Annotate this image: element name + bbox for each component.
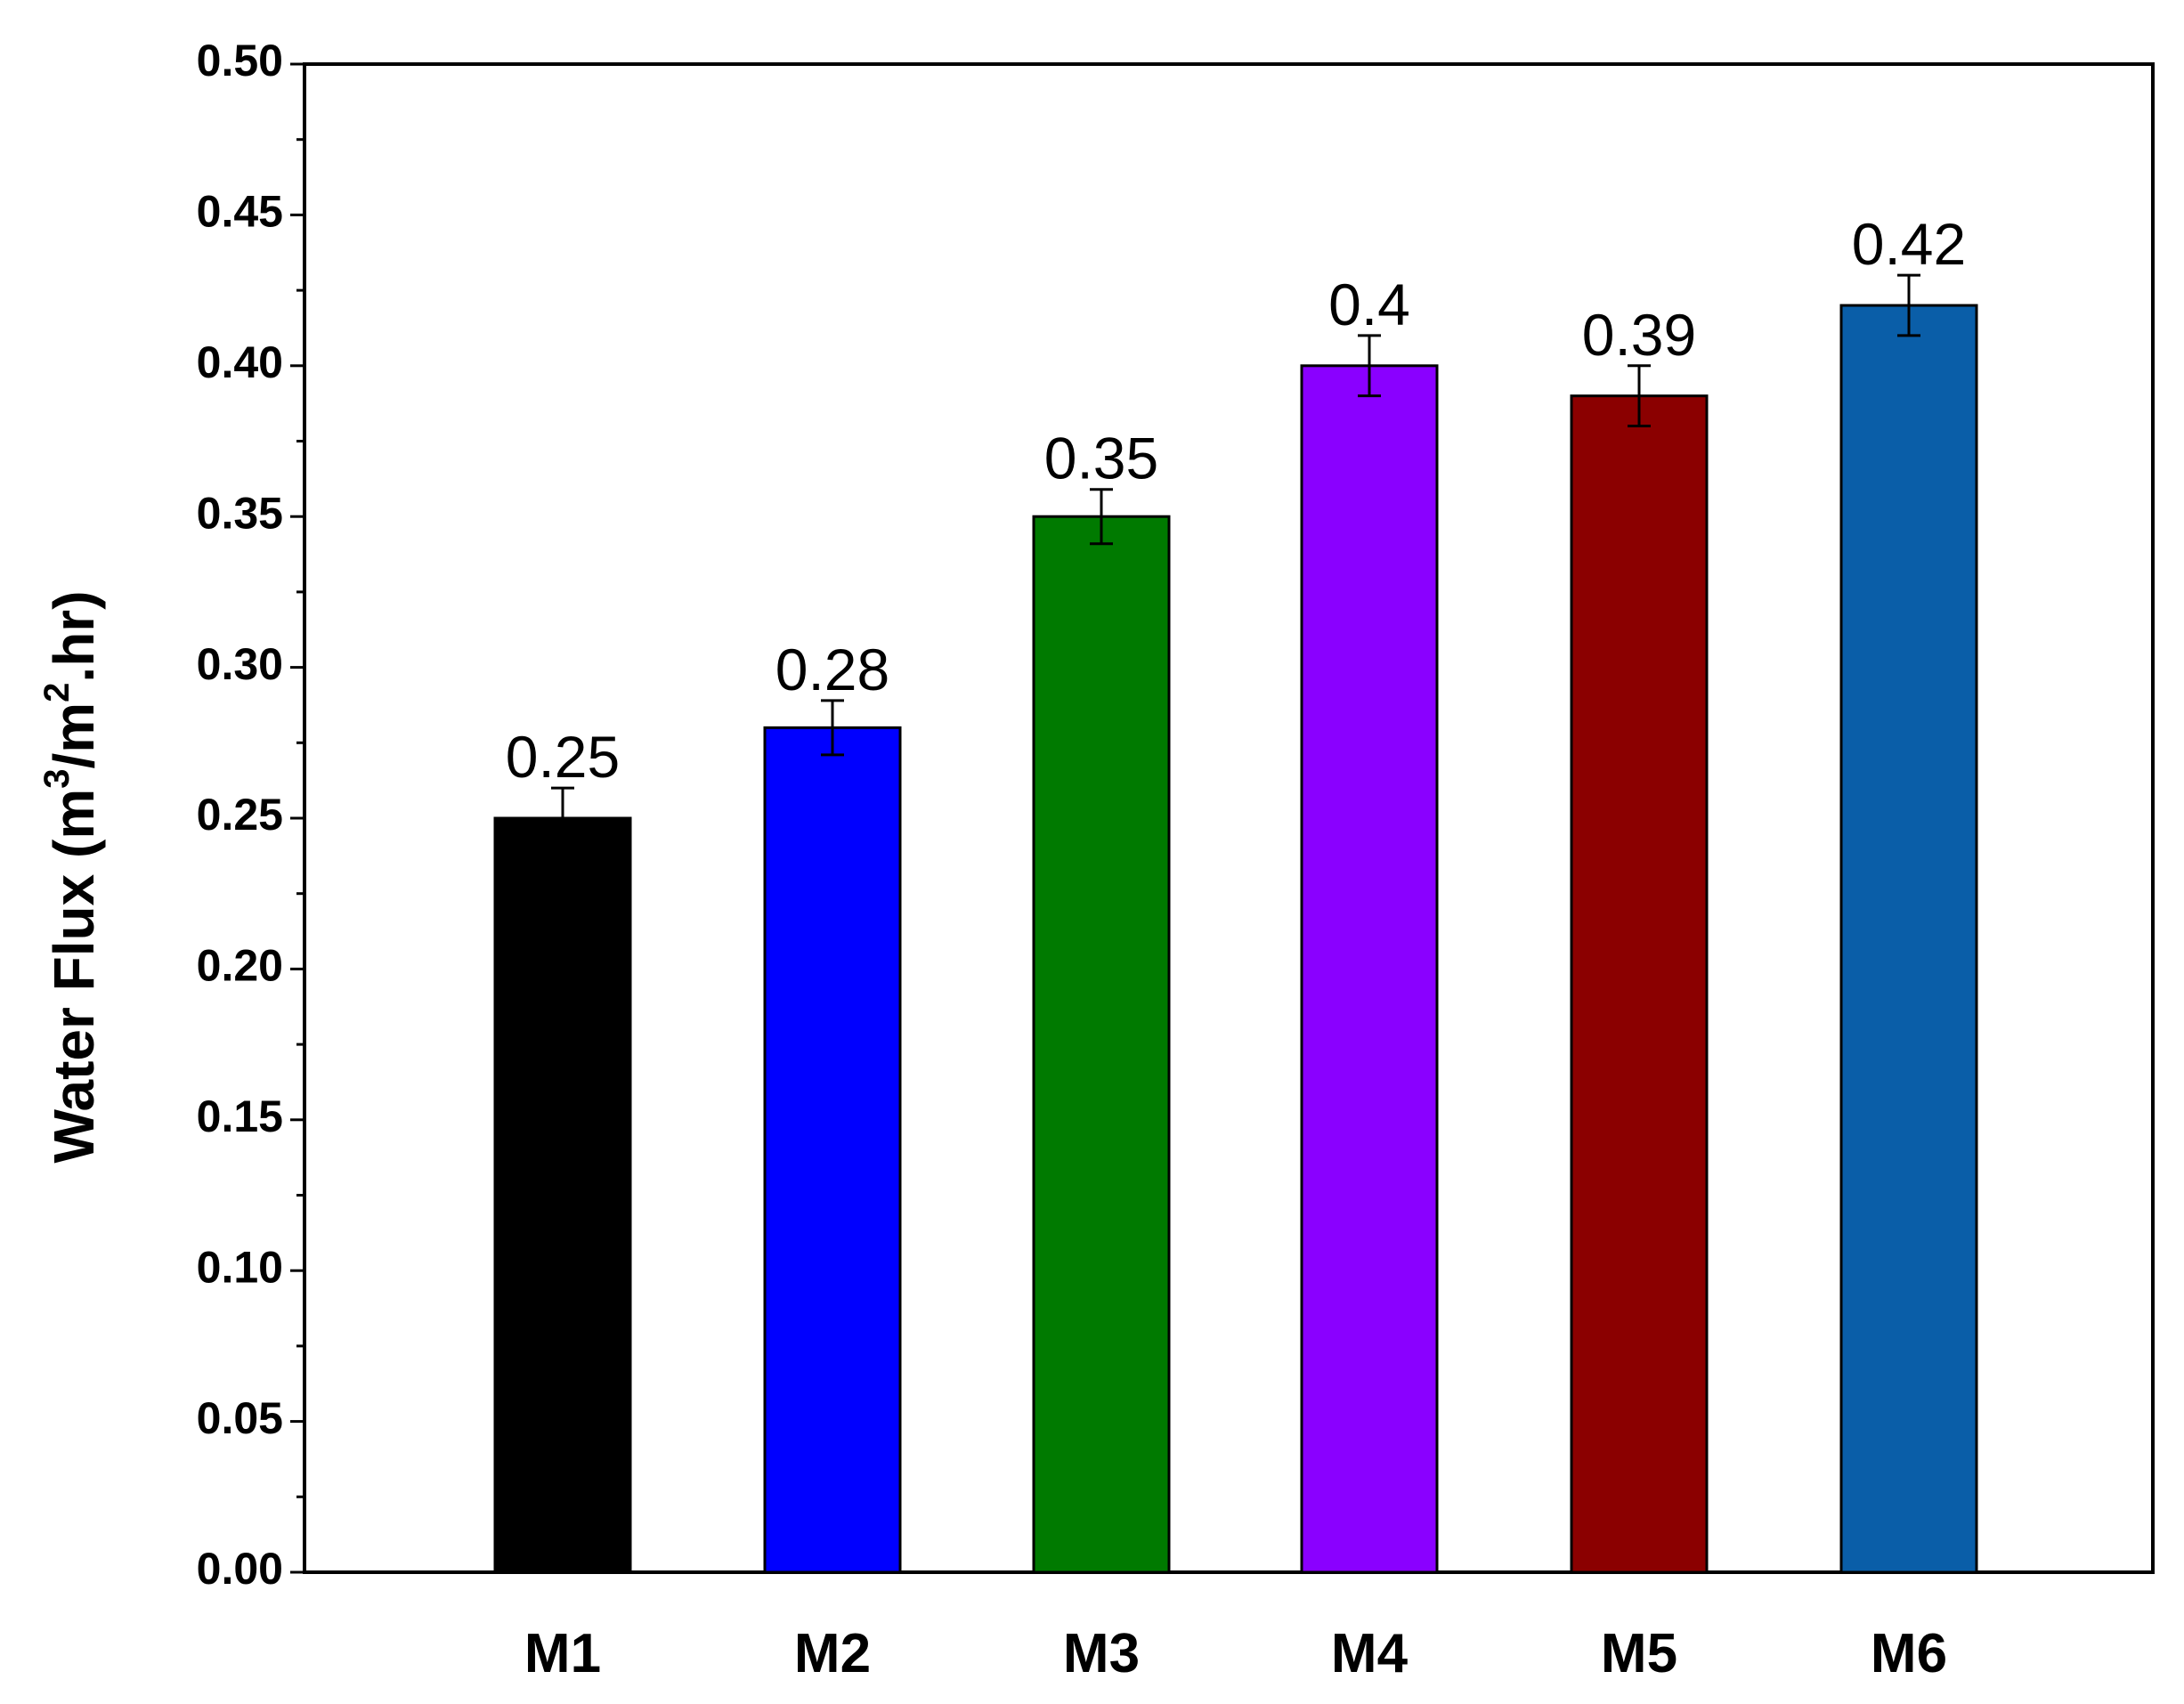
y-axis-title-suffix: .hr) bbox=[42, 590, 106, 682]
y-axis-title-sup1: 3 bbox=[37, 769, 77, 789]
y-axis-title-group: Water Flux (m3/m2.hr) bbox=[37, 590, 106, 1163]
data-label: 0.25 bbox=[506, 724, 620, 790]
y-tick-label: 0.45 bbox=[197, 187, 283, 237]
x-category-label: M2 bbox=[794, 1623, 871, 1684]
y-tick-label: 0.20 bbox=[197, 941, 283, 991]
y-tick-label: 0.15 bbox=[197, 1091, 283, 1141]
x-category-label: M5 bbox=[1601, 1623, 1677, 1684]
y-tick-label: 0.35 bbox=[197, 488, 283, 538]
bar-m1 bbox=[493, 816, 632, 1574]
bar-m3 bbox=[1032, 515, 1171, 1574]
x-category-label: M3 bbox=[1063, 1623, 1140, 1684]
y-tick-label: 0.25 bbox=[197, 790, 283, 840]
x-category-label: M4 bbox=[1331, 1623, 1409, 1684]
y-axis-title-prefix: Water Flux (m bbox=[42, 789, 106, 1164]
data-label: 0.4 bbox=[1328, 272, 1410, 337]
y-axis-title: Water Flux (m3/m2.hr) bbox=[37, 590, 106, 1163]
data-label: 0.28 bbox=[775, 637, 889, 702]
y-tick-label: 0.10 bbox=[197, 1242, 283, 1292]
bar-m4 bbox=[1300, 364, 1439, 1574]
bar-m2 bbox=[763, 726, 902, 1574]
y-tick-label: 0.50 bbox=[197, 36, 283, 85]
data-label: 0.42 bbox=[1852, 211, 1966, 277]
data-label: 0.39 bbox=[1582, 302, 1696, 368]
y-tick-label: 0.30 bbox=[197, 639, 283, 689]
y-axis-title-sup2: 2 bbox=[37, 683, 77, 702]
y-axis-title-middle: /m bbox=[42, 702, 106, 769]
y-tick-label: 0.40 bbox=[197, 337, 283, 387]
bar-m5 bbox=[1570, 394, 1709, 1574]
y-tick-label: 0.05 bbox=[197, 1393, 283, 1443]
x-category-label: M6 bbox=[1871, 1623, 1947, 1684]
x-category-label: M1 bbox=[524, 1623, 601, 1684]
data-label: 0.35 bbox=[1044, 426, 1158, 491]
bar-m6 bbox=[1839, 304, 1978, 1574]
plot-area: 0.00 0.05 0.10 0.15 0.20 0.25 0.30 0.35 0.40 0.45… bbox=[197, 36, 2155, 1684]
y-tick-label: 0.00 bbox=[197, 1544, 283, 1594]
